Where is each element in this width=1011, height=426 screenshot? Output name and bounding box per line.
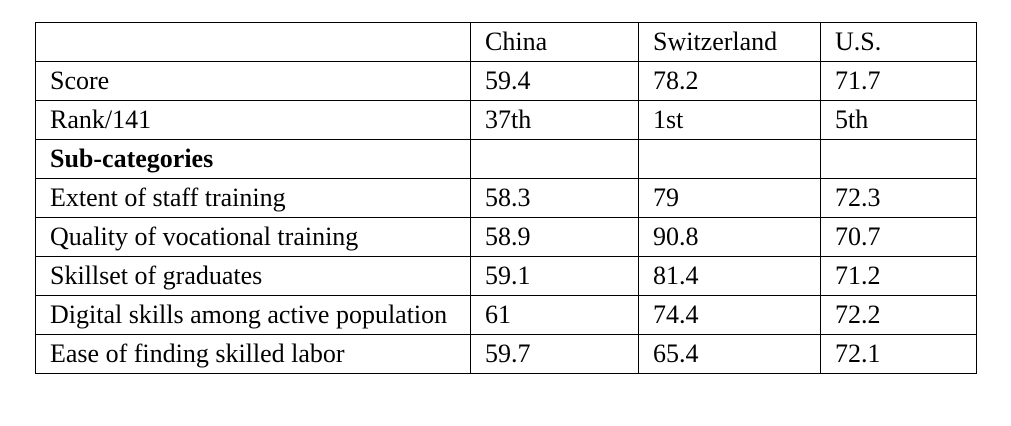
- header-row: China Switzerland U.S.: [35, 22, 977, 62]
- data-cell: 81.4: [638, 256, 821, 296]
- data-cell: 65.4: [638, 334, 821, 374]
- data-cell: 59.4: [470, 61, 639, 101]
- table-row: Score 59.4 78.2 71.7: [35, 61, 977, 101]
- row-label: Sub-categories: [35, 139, 471, 179]
- row-label: Rank/141: [35, 100, 471, 140]
- table-row: Skillset of graduates 59.1 81.4 71.2: [35, 256, 977, 296]
- data-cell: 61: [470, 295, 639, 335]
- data-cell: 90.8: [638, 217, 821, 257]
- data-cell: [820, 139, 977, 179]
- data-cell: 5th: [820, 100, 977, 140]
- header-cell: [35, 22, 471, 62]
- row-label: Digital skills among active population: [35, 295, 471, 335]
- data-cell: 37th: [470, 100, 639, 140]
- table-row: Extent of staff training 58.3 79 72.3: [35, 178, 977, 218]
- table-body: China Switzerland U.S. Score 59.4 78.2 71.7 Ran…: [35, 22, 977, 374]
- table-row: Digital skills among active population 61…: [35, 295, 977, 335]
- data-cell: 59.7: [470, 334, 639, 374]
- data-cell: 59.1: [470, 256, 639, 296]
- row-label: Skillset of graduates: [35, 256, 471, 296]
- table-row: Rank/141 37th 1st 5th: [35, 100, 977, 140]
- data-cell: 74.4: [638, 295, 821, 335]
- row-label: Extent of staff training: [35, 178, 471, 218]
- data-cell: 71.7: [820, 61, 977, 101]
- data-table: China Switzerland U.S. Score 59.4 78.2 71.7 Ran…: [35, 22, 977, 374]
- row-label: Quality of vocational training: [35, 217, 471, 257]
- table-row: Sub-categories: [35, 139, 977, 179]
- table-row: Quality of vocational training 58.9 90.8 70…: [35, 217, 977, 257]
- data-cell: 72.3: [820, 178, 977, 218]
- header-cell: Switzerland: [638, 22, 821, 62]
- data-cell: 71.2: [820, 256, 977, 296]
- data-cell: 79: [638, 178, 821, 218]
- row-label: Ease of finding skilled labor: [35, 334, 471, 374]
- data-cell: 78.2: [638, 61, 821, 101]
- data-cell: 1st: [638, 100, 821, 140]
- table-row: Ease of finding skilled labor 59.7 65.4 72.…: [35, 334, 977, 374]
- data-cell: 58.3: [470, 178, 639, 218]
- data-cell: 72.1: [820, 334, 977, 374]
- row-label: Score: [35, 61, 471, 101]
- data-cell: 72.2: [820, 295, 977, 335]
- data-cell: 70.7: [820, 217, 977, 257]
- data-cell: 58.9: [470, 217, 639, 257]
- header-cell: China: [470, 22, 639, 62]
- data-cell: [638, 139, 821, 179]
- data-cell: [470, 139, 639, 179]
- header-cell: U.S.: [820, 22, 977, 62]
